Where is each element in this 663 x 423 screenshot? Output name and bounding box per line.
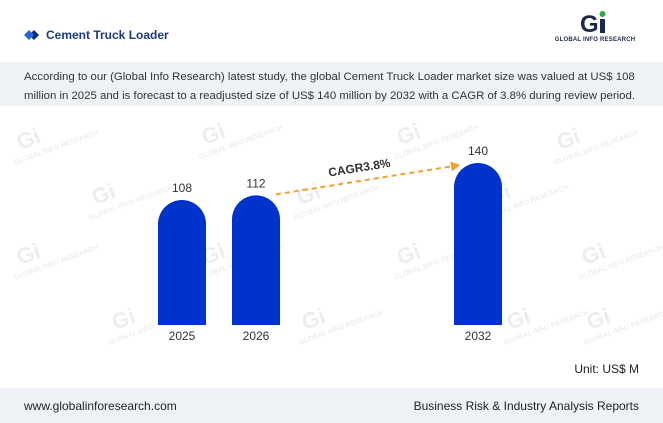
description-band <box>0 62 663 106</box>
footer-tagline: Business Risk & Industry Analysis Report… <box>413 399 639 413</box>
cagr-arrow-line <box>275 164 461 196</box>
title-block: Cement Truck Loader <box>24 28 169 42</box>
bars-group: 108 2025 112 2026 140 2032 <box>158 144 502 343</box>
diamond-icon <box>24 30 39 40</box>
value-label-2032: 140 <box>468 144 488 158</box>
footer-website-link[interactable]: www.globalinforesearch.com <box>24 399 177 413</box>
logo-mark-icon: G <box>580 11 606 36</box>
bar-2026 <box>232 195 280 325</box>
logo-text: GLOBAL INFO RESEARCH <box>554 37 636 43</box>
description-text: According to our (Global Info Research) … <box>24 71 635 102</box>
svg-text:G: G <box>580 11 599 36</box>
bar-2032 <box>454 163 502 325</box>
category-label-2026: 2026 <box>243 329 270 343</box>
category-label-2025: 2025 <box>169 329 196 343</box>
bar-2025 <box>158 200 206 325</box>
brand-logo: G GLOBAL INFO RESEARCH <box>551 10 639 50</box>
footer: www.globalinforesearch.com Business Risk… <box>0 388 663 423</box>
cagr-arrow-head <box>450 161 460 172</box>
unit-label: Unit: US$ M <box>574 362 639 376</box>
category-label-2032: 2032 <box>465 329 492 343</box>
page-title: Cement Truck Loader <box>46 28 169 42</box>
cagr-label: CAGR3.8% <box>327 156 391 180</box>
header: Cement Truck Loader G GLOBAL INFO RESEAR… <box>0 0 663 62</box>
value-label-2025: 108 <box>172 181 192 195</box>
value-label-2026: 112 <box>246 176 265 190</box>
